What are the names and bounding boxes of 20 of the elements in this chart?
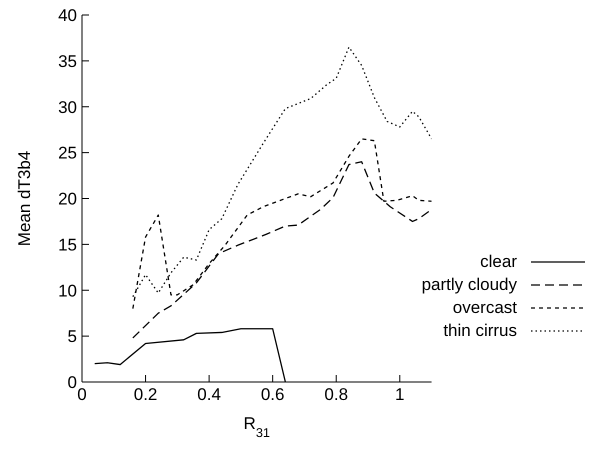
y-axis-title: Mean dT3b4: [15, 150, 34, 246]
x-tick-label: 0.8: [324, 385, 348, 404]
legend-label: thin cirrus: [443, 320, 517, 340]
x-tick-label: 0.6: [260, 385, 284, 404]
x-tick-label: 0.2: [134, 385, 158, 404]
x-tick-label: 1: [395, 385, 405, 404]
y-tick-label: 20: [58, 190, 77, 209]
y-tick-label: 10: [58, 281, 77, 300]
y-tick-label: 25: [58, 144, 77, 163]
legend-label: overcast: [452, 298, 517, 318]
x-tick-label: 0.4: [197, 385, 221, 404]
y-tick-label: 30: [58, 98, 77, 117]
y-tick-label: 40: [58, 6, 77, 26]
y-tick-label: 5: [68, 327, 77, 346]
y-tick-label: 0: [68, 373, 77, 392]
legend-label: clear: [480, 252, 517, 272]
x-axis-title: R$_{31}$: [244, 414, 270, 440]
y-tick-label: 35: [58, 52, 77, 71]
y-tick-label: 15: [58, 235, 77, 254]
legend-label: partly cloudy: [422, 274, 517, 294]
